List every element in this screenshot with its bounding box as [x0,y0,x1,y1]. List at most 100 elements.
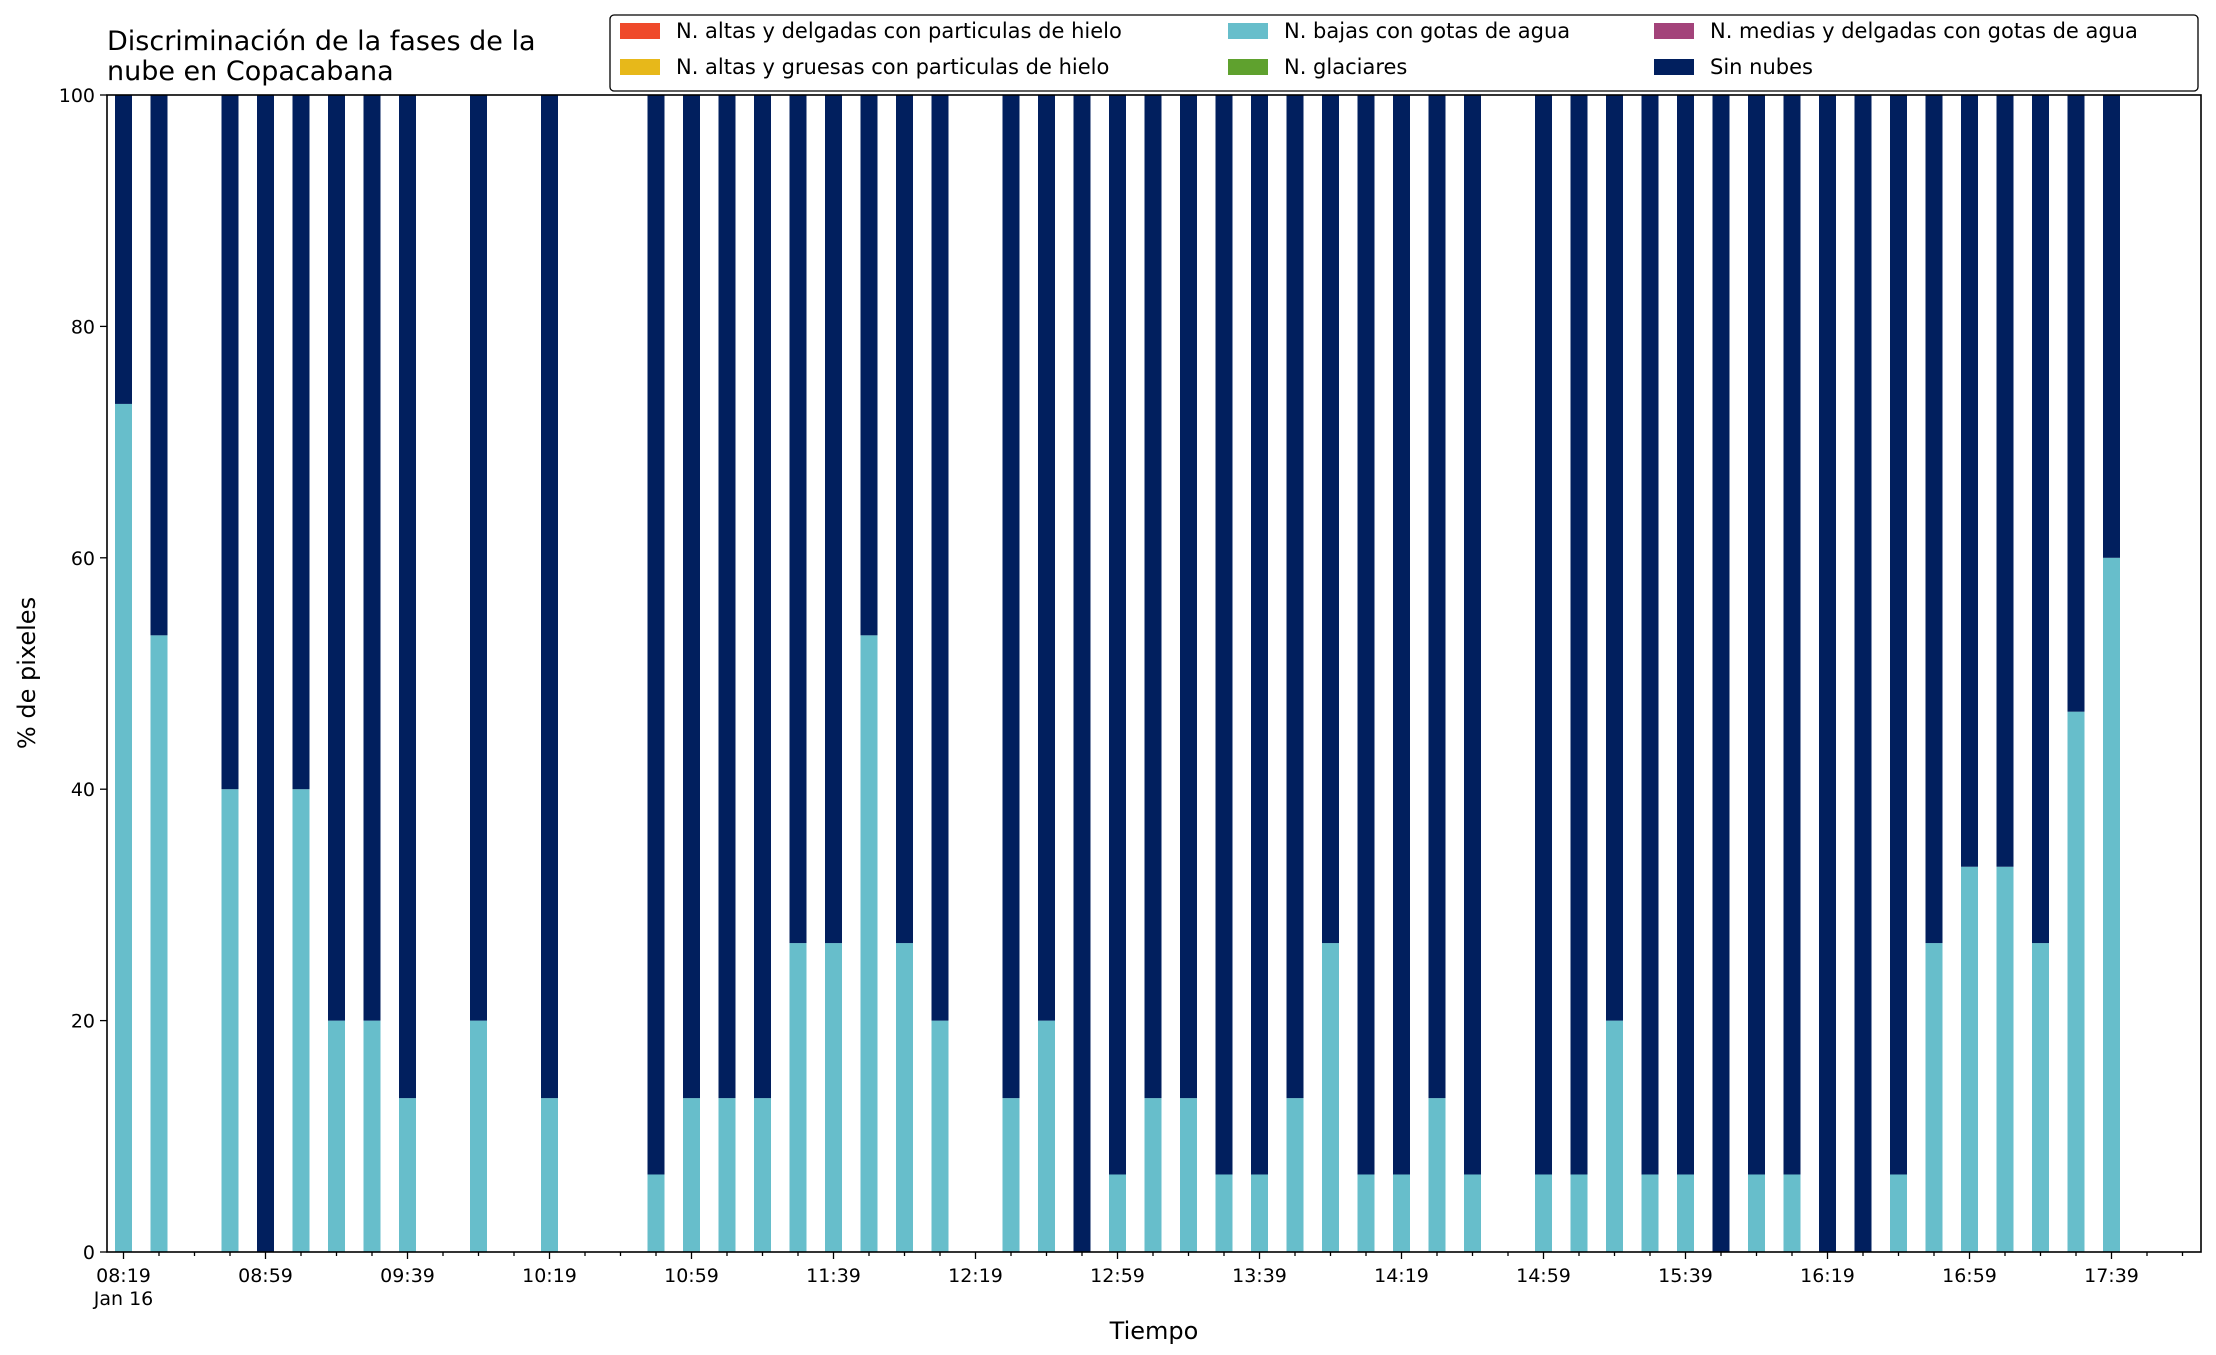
chart-title-line: nube en Copacabana [107,56,394,87]
bar-segment [1783,95,1801,1175]
x-tick-label-line: 16:59 [1942,1265,1997,1287]
bar-segment [1677,95,1694,1175]
x-tick-label: 14:19 [1374,1265,1429,1287]
bar-segment [1215,1174,1233,1252]
bar-segment [1854,95,1872,1252]
x-tick-label: 10:19 [522,1265,577,1287]
y-tick-label: 60 [71,548,95,570]
bar-segment [470,1020,487,1252]
legend-swatch [1654,59,1694,75]
bar-segment [896,943,913,1252]
x-tick-label-line: 13:39 [1232,1265,1287,1287]
bar-segment [1925,95,1943,944]
y-tick-label: 80 [71,316,95,338]
bar-segment [1641,1174,1659,1252]
bar-segment [860,95,878,636]
chart-title: Discriminación de la fases de la nube en … [107,26,536,87]
bar-segment [221,789,239,1252]
bar-segment [683,1098,700,1252]
bar-segment [1286,95,1304,1099]
legend-label: Sin nubes [1710,55,1813,79]
bar-segment [1393,95,1410,1175]
x-tick-label: 15:39 [1658,1265,1713,1287]
bar-segment [1961,866,1978,1252]
x-axis-label: Tiempo [1109,1317,1199,1345]
bar-segment [1144,95,1162,1099]
y-tick-label: 20 [71,1011,95,1033]
x-tick-label-line: 08:59 [238,1265,293,1287]
bar-segment [328,1020,345,1252]
bar-segment [1748,95,1765,1175]
legend-label: N. medias y delgadas con gotas de agua [1710,19,2138,43]
bar-segment [1428,1098,1446,1252]
bars-group [115,95,2120,1252]
bar-segment [1925,943,1943,1252]
bar-segment [541,1098,558,1252]
bar-segment [1251,1174,1268,1252]
bar-segment [2067,711,2085,1252]
bar-segment [1535,1174,1552,1252]
bar-segment [754,95,771,1099]
x-tick-label-line: 12:59 [1090,1265,1145,1287]
bar-segment [1393,1174,1410,1252]
bar-segment [2103,95,2120,558]
bar-segment [1996,95,2014,867]
legend-label: N. altas y delgadas con particulas de hi… [676,19,1122,43]
bar-segment [1606,1020,1623,1252]
bar-segment [292,789,310,1252]
bar-segment [789,95,807,944]
x-tick-label-line: 16:19 [1800,1265,1855,1287]
legend-label: N. altas y gruesas con particulas de hie… [676,55,1109,79]
x-tick-label: 16:59 [1942,1265,1997,1287]
x-tick-label-line: 08:19 [96,1265,151,1287]
x-tick-label: 16:19 [1800,1265,1855,1287]
x-tick-label-line: 11:39 [806,1265,861,1287]
bar-segment [1961,95,1978,867]
x-tick-label: 13:39 [1232,1265,1287,1287]
bar-segment [754,1098,771,1252]
bar-segment [1748,1174,1765,1252]
bar-segment [647,1174,665,1252]
x-tick-label-line: 15:39 [1658,1265,1713,1287]
x-tick-label: 09:39 [380,1265,435,1287]
bar-segment [825,943,842,1252]
x-tick-label: 12:19 [948,1265,1003,1287]
legend-swatch [620,23,660,39]
bar-segment [718,95,736,1099]
x-tick-label-line: 09:39 [380,1265,435,1287]
bar-segment [1322,95,1339,944]
bar-segment [221,95,239,790]
y-tick-label: 100 [59,85,95,107]
legend-swatch [620,59,660,75]
bar-segment [1180,1098,1197,1252]
bar-segment [1322,943,1339,1252]
bar-segment [1819,95,1836,1252]
bar-segment [1251,95,1268,1175]
legend-swatch [1228,23,1268,39]
bar-segment [1002,1098,1020,1252]
bar-segment [1570,1174,1588,1252]
bar-segment [363,1020,381,1252]
bar-segment [399,1098,416,1252]
bar-segment [1464,95,1481,1175]
x-tick-label-line: 12:19 [948,1265,1003,1287]
bar-segment [1464,1174,1481,1252]
x-tick-label: 11:39 [806,1265,861,1287]
bar-segment [931,95,949,1021]
bar-segment [115,403,132,1252]
bar-segment [1677,1174,1694,1252]
bar-segment [718,1098,736,1252]
bar-segment [292,95,310,790]
bar-segment [328,95,345,1021]
bar-segment [1180,95,1197,1099]
legend-swatch [1654,23,1694,39]
bar-segment [2032,95,2049,944]
x-tick-label: 12:59 [1090,1265,1145,1287]
y-axis: 0 20 40 60 80 100 [59,85,107,1264]
y-tick-label: 0 [83,1242,95,1264]
bar-segment [257,95,274,1252]
bar-segment [896,95,913,944]
bar-segment [1357,1174,1375,1252]
legend: N. altas y delgadas con particulas de hi… [609,14,2199,92]
